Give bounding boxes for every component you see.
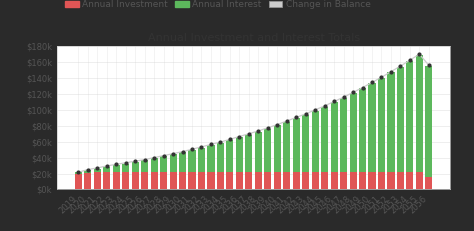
Bar [160,172,167,189]
Bar [283,172,290,189]
Bar [292,172,300,189]
Bar [406,172,413,189]
Bar [103,167,110,172]
Bar [189,150,196,172]
Bar [368,83,375,172]
Bar [103,172,110,189]
Bar [141,160,148,172]
Bar [94,172,101,189]
Bar [217,172,224,189]
Bar [113,172,120,189]
Bar [151,172,158,189]
Bar [246,172,253,189]
Bar [208,172,215,189]
Bar [378,78,385,172]
Bar [387,73,394,172]
Bar [208,145,215,172]
Bar [311,111,319,172]
Bar [273,125,281,172]
Bar [94,169,101,172]
Bar [113,165,120,172]
Bar [227,172,234,189]
Bar [84,170,91,173]
Bar [330,102,337,172]
Bar [321,107,328,172]
Bar [283,122,290,172]
Bar [170,172,177,189]
Bar [189,172,196,189]
Bar [330,172,337,189]
Bar [264,172,271,189]
Bar [340,98,347,172]
Bar [160,156,167,172]
Bar [255,132,262,172]
Bar [236,137,243,172]
Bar [227,140,234,172]
Bar [378,172,385,189]
Bar [368,172,375,189]
Bar [302,172,309,189]
Title: Annual Investment and Interest Totals: Annual Investment and Interest Totals [147,33,360,43]
Bar [198,148,205,172]
Bar [122,172,129,189]
Bar [179,172,186,189]
Bar [302,115,309,172]
Bar [397,172,404,189]
Bar [151,158,158,172]
Bar [246,134,253,172]
Bar [84,173,91,189]
Bar [359,172,366,189]
Bar [198,172,205,189]
Bar [387,172,394,189]
Bar [217,143,224,172]
Bar [292,118,300,172]
Bar [236,172,243,189]
Bar [273,172,281,189]
Bar [255,172,262,189]
Bar [425,177,432,189]
Bar [349,93,356,172]
Bar [416,55,423,172]
Legend: Annual Investment, Annual Interest, Change in Balance: Annual Investment, Annual Interest, Chan… [62,0,374,12]
Bar [397,67,404,172]
Bar [132,162,139,172]
Bar [179,152,186,172]
Bar [75,173,82,189]
Bar [141,172,148,189]
Bar [425,66,432,177]
Bar [264,128,271,172]
Bar [170,154,177,172]
Bar [132,172,139,189]
Bar [321,172,328,189]
Bar [349,172,356,189]
Bar [416,172,423,189]
Bar [340,172,347,189]
Bar [406,61,413,172]
Bar [359,88,366,172]
Bar [75,172,82,173]
Bar [311,172,319,189]
Bar [122,164,129,172]
